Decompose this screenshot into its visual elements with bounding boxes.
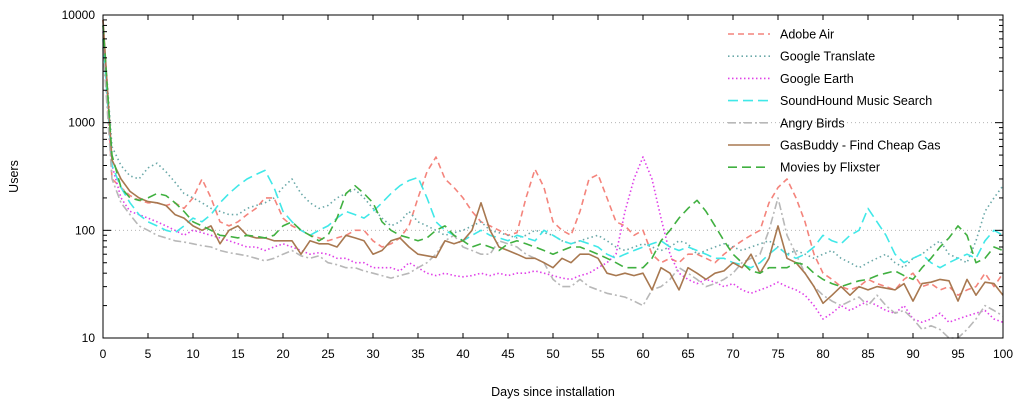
- series-line-angry-birds: [102, 47, 1004, 339]
- x-tick-label: 90: [906, 347, 920, 361]
- legend-label: Google Translate: [780, 50, 875, 64]
- x-axis-label: Days since installation: [491, 385, 615, 399]
- series-line-movies-by-flixster: [102, 25, 1004, 288]
- x-tick-label: 20: [276, 347, 290, 361]
- y-tick-label: 1000: [68, 116, 95, 130]
- legend-label: Google Earth: [780, 72, 854, 86]
- y-axis: 10 100 1000 10000: [62, 8, 1003, 345]
- x-tick-label: 30: [366, 347, 380, 361]
- legend-label: GasBuddy - Find Cheap Gas: [780, 139, 941, 153]
- series-layer: [102, 19, 1004, 339]
- x-tick-label: 80: [816, 347, 830, 361]
- x-tick-label: 45: [501, 347, 515, 361]
- x-tick-label: 75: [771, 347, 785, 361]
- y-tick-label: 100: [75, 223, 95, 237]
- x-tick-label: 95: [951, 347, 965, 361]
- legend: Adobe Air Google Translate Google Earth Sou…: [728, 28, 941, 175]
- x-tick-label: 55: [591, 347, 605, 361]
- x-axis: 0 5 10 15 20 25 30 35 40 45 50 55 60 65 70 75 80 85 90 95 10…: [100, 15, 1013, 361]
- x-tick-label: 15: [231, 347, 245, 361]
- x-tick-label: 0: [100, 347, 107, 361]
- series-line-adobe-air: [102, 19, 1004, 297]
- x-tick-label: 65: [681, 347, 695, 361]
- x-tick-label: 40: [456, 347, 470, 361]
- x-tick-label: 35: [411, 347, 425, 361]
- x-tick-label: 85: [861, 347, 875, 361]
- series-line-google-earth: [102, 31, 1004, 324]
- legend-label: Angry Birds: [780, 116, 845, 130]
- series-line-soundhound-music-search: [102, 38, 1004, 269]
- y-tick-label: 10: [82, 331, 96, 345]
- legend-label: SoundHound Music Search: [780, 94, 932, 108]
- y-axis-label: Users: [7, 160, 21, 193]
- y-tick-label: 10000: [62, 8, 96, 22]
- legend-label: Movies by Flixster: [780, 161, 880, 175]
- legend-label: Adobe Air: [780, 28, 834, 42]
- x-tick-label: 60: [636, 347, 650, 361]
- x-tick-label: 10: [186, 347, 200, 361]
- x-tick-label: 50: [546, 347, 560, 361]
- x-tick-label: 5: [145, 347, 152, 361]
- x-tick-label: 100: [993, 347, 1013, 361]
- series-line-gasbuddy-find-cheap-gas: [102, 19, 1004, 305]
- x-tick-label: 70: [726, 347, 740, 361]
- x-tick-label: 25: [321, 347, 335, 361]
- series-line-google-translate: [102, 25, 1004, 269]
